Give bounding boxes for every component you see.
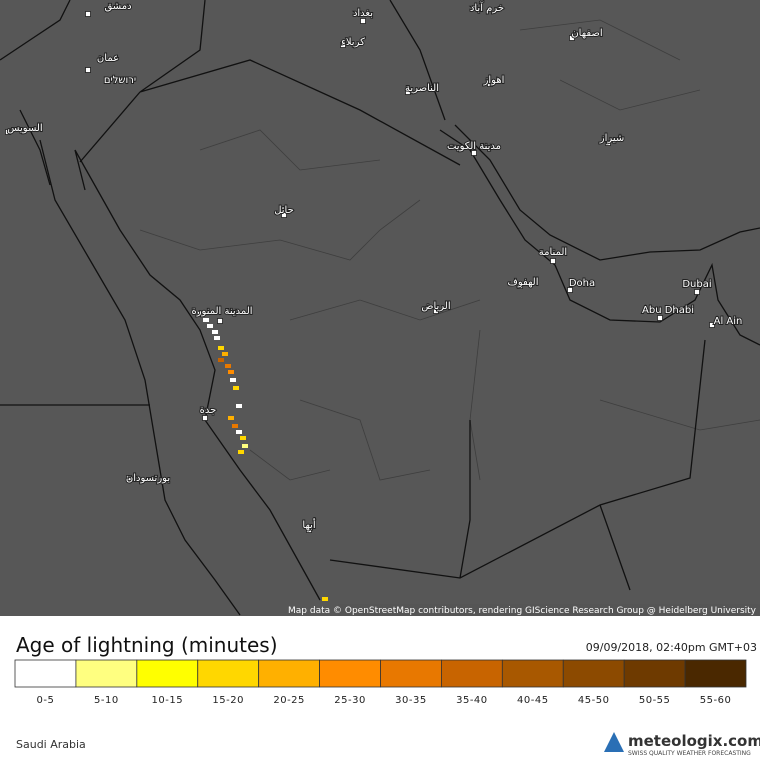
city-label: بورتسودان bbox=[126, 473, 170, 484]
city-labels: دمشق بغداد خرم آباد كربلاء اصفهان عمان ירושלים… bbox=[5, 0, 743, 533]
legend-swatch bbox=[197, 659, 260, 688]
city-marker bbox=[709, 322, 715, 328]
city-marker bbox=[487, 81, 493, 87]
timestamp: 09/09/2018, 02:40pm GMT+03 bbox=[586, 641, 757, 654]
legend-label: 10-15 bbox=[152, 695, 184, 706]
city-marker bbox=[550, 258, 556, 264]
legend-swatch bbox=[319, 659, 381, 688]
lightning bbox=[198, 312, 328, 601]
city-marker bbox=[85, 67, 91, 73]
legend-label: 5-10 bbox=[94, 695, 119, 706]
city-marker bbox=[281, 212, 287, 218]
city-label: الهفوف bbox=[507, 277, 538, 288]
city-marker bbox=[433, 308, 439, 314]
city-marker bbox=[471, 150, 477, 156]
city-label: بغداد bbox=[353, 8, 373, 19]
city-label: مدينة الكويت bbox=[447, 141, 501, 152]
city-marker bbox=[126, 475, 132, 481]
city-label: اهواز bbox=[483, 75, 505, 86]
brand: meteologix.com bbox=[628, 732, 760, 750]
region: Saudi Arabia bbox=[16, 738, 86, 751]
city-label: Dubai bbox=[682, 279, 711, 290]
tagline: SWISS QUALITY WEATHER FORECASTING bbox=[628, 750, 751, 757]
attribution-bg bbox=[338, 604, 760, 616]
legend-swatch bbox=[623, 659, 686, 688]
city-marker bbox=[657, 315, 663, 321]
legend-swatch bbox=[562, 659, 625, 688]
legend-label: 55-60 bbox=[700, 695, 732, 706]
city-label: السويس bbox=[7, 123, 42, 134]
city-label: عمان bbox=[97, 53, 119, 64]
city-marker bbox=[405, 89, 411, 95]
legend-swatch bbox=[501, 659, 564, 688]
legend-swatch bbox=[136, 659, 199, 688]
city-marker bbox=[569, 35, 575, 41]
legend-label: 25-30 bbox=[334, 695, 366, 706]
city-marker bbox=[605, 140, 611, 146]
city-label: Abu Dhabi bbox=[642, 305, 694, 316]
city-marker bbox=[5, 129, 11, 135]
map-background bbox=[0, 0, 760, 616]
legend-label: 20-25 bbox=[273, 695, 305, 706]
city-label: الرياض bbox=[421, 301, 450, 312]
city-label: ירושלים bbox=[104, 75, 136, 86]
legend-label: 50-55 bbox=[639, 695, 671, 706]
map-lines bbox=[0, 0, 760, 616]
city-label: خرم آباد bbox=[470, 1, 504, 14]
legend-label: 30-35 bbox=[395, 695, 427, 706]
city-label: شيراز bbox=[599, 133, 625, 144]
city-marker bbox=[340, 42, 346, 48]
legend-title: Age of lightning (minutes) bbox=[16, 633, 278, 657]
city-marker bbox=[306, 527, 312, 533]
city-label: دمشق bbox=[104, 1, 131, 12]
city-label: كربلاء bbox=[341, 37, 365, 48]
attribution: Map data © OpenStreetMap contributors, r… bbox=[288, 606, 757, 616]
city-marker bbox=[567, 287, 573, 293]
city-label: المنامة bbox=[539, 247, 567, 258]
city-label: الناصرية bbox=[405, 83, 439, 94]
city-marker bbox=[202, 415, 208, 421]
legend-swatch bbox=[380, 659, 442, 688]
legend-label: 0-5 bbox=[37, 695, 55, 706]
legend-swatch bbox=[75, 659, 138, 688]
legend-swatch bbox=[684, 659, 747, 688]
city-marker bbox=[517, 283, 523, 289]
city-label: حائل bbox=[274, 205, 294, 216]
legend-swatch bbox=[441, 659, 503, 688]
city-marker bbox=[472, 5, 478, 11]
legend-label: 15-20 bbox=[212, 695, 244, 706]
city-label: Al Ain bbox=[714, 316, 743, 327]
legend: 0-5 5-10 10-15 15-20 20-25 25-30 30-35 35-40 40-… bbox=[14, 659, 747, 706]
legend-label: 45-50 bbox=[578, 695, 610, 706]
city-marker bbox=[217, 318, 223, 324]
city-label: أبها bbox=[302, 518, 315, 531]
legend-label: 40-45 bbox=[517, 695, 549, 706]
legend-swatch bbox=[258, 659, 320, 688]
legend-swatch bbox=[14, 659, 77, 688]
city-marker bbox=[694, 289, 700, 295]
city-label: المدينة المنورة bbox=[191, 306, 252, 317]
city-label: اصفهان bbox=[571, 28, 602, 39]
city-marker bbox=[85, 11, 91, 17]
city-label: جدة bbox=[200, 405, 217, 416]
legend-label: 35-40 bbox=[456, 695, 488, 706]
city-marker bbox=[360, 18, 366, 24]
city-label: Doha bbox=[569, 278, 595, 289]
logo-icon bbox=[604, 732, 624, 752]
